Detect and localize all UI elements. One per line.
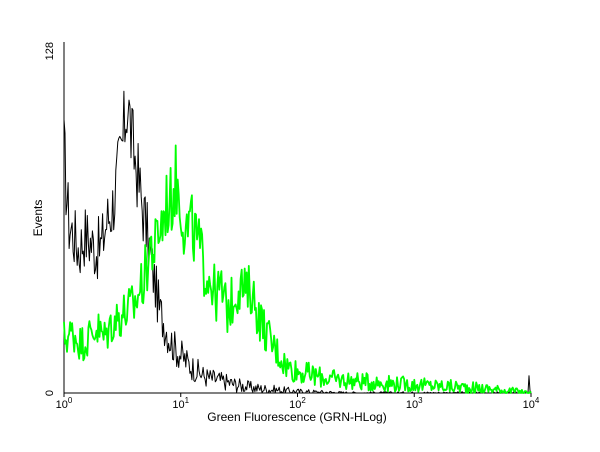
y-tick-label-max: 128 <box>44 42 56 60</box>
x-tick-label: 101 <box>172 396 189 411</box>
y-tick-label-min: 0 <box>44 390 56 396</box>
x-tick-label: 102 <box>289 396 306 411</box>
x-tick-label-exponent: 4 <box>535 396 540 405</box>
series-layer <box>63 90 532 394</box>
x-tick-label: 103 <box>406 396 423 411</box>
x-axis-title: Green Fluorescence (GRN-HLog) <box>207 410 386 424</box>
x-tick-label-exponent: 3 <box>418 396 423 405</box>
x-tick-label: 104 <box>523 396 540 411</box>
x-tick-label-base: 10 <box>172 399 184 411</box>
y-axis-title: Events <box>31 200 45 237</box>
x-tick-label-base: 10 <box>406 399 418 411</box>
x-tick-label-exponent: 2 <box>301 396 306 405</box>
x-ticks: 100 101 102 103 104 <box>56 393 540 411</box>
x-tick-label: 100 <box>56 396 73 411</box>
series-trace <box>63 90 532 394</box>
x-tick-label-base: 10 <box>523 399 535 411</box>
x-tick-label-exponent: 0 <box>68 396 73 405</box>
series-trace <box>63 144 532 394</box>
plot-area: 128 0 Events Green Fluorescence (GRN-HLo… <box>31 42 540 424</box>
x-tick-label-base: 10 <box>289 399 301 411</box>
x-tick-label-base: 10 <box>56 399 68 411</box>
x-tick-label-exponent: 1 <box>185 396 190 405</box>
